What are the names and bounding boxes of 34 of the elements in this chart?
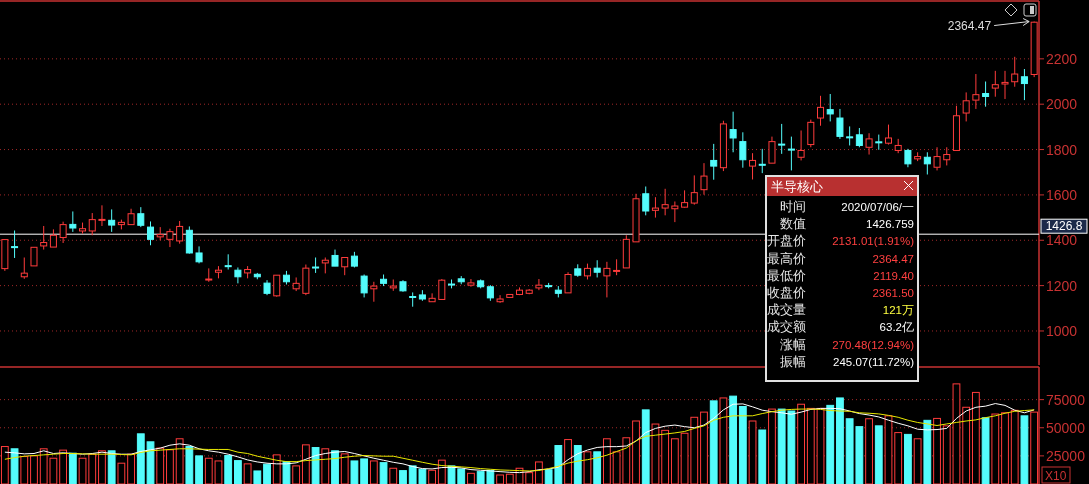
annotation: 2020/07/06/一 <box>841 201 914 213</box>
annotation: 1426.759 <box>866 218 914 231</box>
annotation: 2361.50 <box>872 287 914 299</box>
y-axis-title: X10 <box>1045 469 1067 483</box>
annotation: 涨幅 <box>780 337 806 352</box>
y-tick-label: 75000 <box>1046 391 1086 408</box>
annotation: 开盘价 <box>767 234 806 249</box>
y-tick-label: 1200 <box>1046 277 1078 294</box>
annotation: 最低价 <box>767 268 806 283</box>
y-tick-label: 1400 <box>1046 232 1078 249</box>
annotation: 245.07(11.72%) <box>833 355 915 368</box>
y-tick-label: 2200 <box>1046 50 1078 67</box>
annotation: 2364.47 <box>947 18 992 33</box>
y-tick-label: 50000 <box>1046 419 1086 436</box>
y-tick-label: 2000 <box>1046 96 1078 113</box>
annotation: 振幅 <box>780 354 806 369</box>
annotation: 63.2亿 <box>879 321 914 334</box>
annotation: 121万 <box>882 304 914 317</box>
annotation: 2131.01(1.91%) <box>832 235 915 248</box>
ref-line-label: 1426.8 <box>1045 219 1083 234</box>
annotation: 2364.47 <box>872 252 914 265</box>
y-tick-label: 1000 <box>1046 322 1078 339</box>
y-tick-label: 25000 <box>1046 447 1086 464</box>
annotation: 成交额 <box>767 319 806 335</box>
annotation: 最高价 <box>767 250 806 266</box>
annotation: 时间 <box>780 200 806 214</box>
annotation: 成交量 <box>767 302 806 318</box>
annotation: 收盘价 <box>767 286 806 300</box>
y-tick-label: 1800 <box>1046 141 1078 158</box>
annotation: 2119.40 <box>873 269 914 282</box>
annotation: 270.48(12.94%) <box>832 338 915 351</box>
annotation: 数值 <box>780 217 806 232</box>
text: 半导核心 <box>771 179 823 194</box>
y-tick-label: 1600 <box>1046 186 1078 203</box>
